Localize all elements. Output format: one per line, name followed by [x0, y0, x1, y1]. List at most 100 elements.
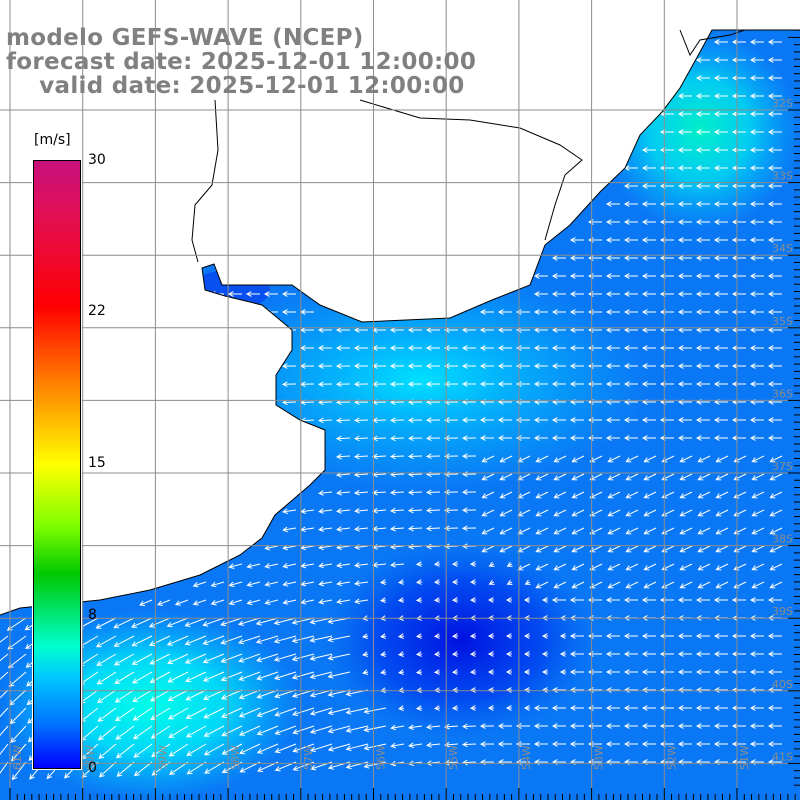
- wind-arrow: [569, 273, 584, 279]
- wind-arrow: [132, 689, 153, 703]
- wind-arrow: [751, 527, 765, 535]
- wind-arrow: [695, 651, 710, 657]
- wind-arrow: [228, 563, 243, 569]
- wind-arrow: [697, 473, 711, 481]
- wind-arrow: [623, 417, 638, 423]
- wind-arrow: [767, 435, 782, 441]
- wind-arrow: [425, 543, 441, 550]
- wind-arrow: [541, 687, 548, 693]
- wind-arrow: [168, 725, 189, 738]
- wind-arrow: [433, 651, 441, 657]
- wind-arrow: [533, 363, 548, 369]
- wind-arrow: [517, 455, 531, 463]
- wind-arrow: [713, 111, 728, 117]
- wind-arrow: [479, 435, 494, 441]
- wind-arrow: [533, 291, 548, 297]
- wind-arrow: [353, 489, 369, 496]
- wind-arrow: [291, 635, 315, 644]
- wind-arrow: [541, 597, 548, 603]
- wind-arrow: [336, 526, 351, 532]
- wind-arrow: [767, 237, 782, 243]
- wind-arrow: [767, 129, 782, 135]
- wind-arrow: [641, 183, 656, 189]
- wind-arrow: [415, 669, 423, 675]
- wind-arrow: [389, 489, 405, 496]
- wind-arrow: [461, 345, 476, 351]
- wind-arrow: [551, 417, 566, 423]
- wind-arrow: [607, 527, 621, 535]
- longitude-label: 59W: [156, 745, 169, 770]
- wind-arrow: [133, 725, 153, 740]
- wind-arrow: [132, 671, 153, 684]
- wind-arrow: [353, 327, 368, 333]
- wind-arrow: [767, 57, 782, 63]
- wind-arrow: [625, 581, 639, 589]
- wind-arrow: [95, 635, 117, 648]
- wind-arrow: [292, 725, 315, 735]
- wind-arrow: [479, 327, 494, 333]
- wind-arrow: [318, 490, 333, 496]
- wind-arrow: [274, 725, 297, 735]
- wind-arrow: [695, 219, 710, 225]
- wind-arrow: [533, 435, 548, 441]
- wind-arrow: [731, 201, 746, 207]
- wind-arrow: [749, 687, 764, 693]
- wind-arrow: [264, 599, 279, 605]
- wind-arrow: [769, 545, 783, 553]
- wind-arrow: [679, 581, 693, 589]
- border-lines: [191, 29, 746, 263]
- wind-arrow: [605, 435, 620, 441]
- wind-arrow: [623, 363, 638, 369]
- wind-arrow: [149, 635, 171, 647]
- wind-arrow: [264, 544, 279, 551]
- wind-arrow: [451, 669, 459, 675]
- wind-arrow: [168, 743, 189, 757]
- wind-arrow: [166, 617, 189, 628]
- wind-arrow: [731, 237, 746, 243]
- wind-arrow: [479, 723, 495, 729]
- wind-arrow: [605, 417, 620, 423]
- wind-arrow: [97, 725, 117, 741]
- wind-arrow: [256, 707, 279, 718]
- wind-arrow: [607, 455, 621, 463]
- wind-arrow: [749, 75, 764, 81]
- wind-arrow: [697, 509, 711, 517]
- wind-arrow: [733, 473, 747, 481]
- wind-arrow: [731, 255, 746, 261]
- wind-arrow: [769, 491, 783, 499]
- wind-arrow: [227, 291, 242, 297]
- wind-arrow: [433, 705, 441, 711]
- wind-arrow: [569, 363, 584, 369]
- wind-arrow: [677, 183, 692, 189]
- wind-arrow: [733, 509, 747, 517]
- wind-arrow: [677, 129, 692, 135]
- wind-arrow: [389, 345, 404, 351]
- wind-arrow: [641, 633, 656, 639]
- wind-arrow: [605, 597, 620, 603]
- wind-arrow: [390, 742, 405, 749]
- wind-arrow: [695, 741, 710, 747]
- wind-arrow: [499, 491, 513, 499]
- wind-arrow: [751, 491, 765, 499]
- wind-arrow: [156, 599, 171, 606]
- wind-arrow: [731, 363, 746, 369]
- wind-arrow: [533, 741, 548, 747]
- colorbar-tick: 8: [88, 607, 97, 623]
- wind-arrow: [769, 455, 783, 463]
- wind-arrow: [221, 725, 243, 737]
- wind-arrow: [713, 237, 728, 243]
- wind-arrow: [499, 527, 513, 535]
- wind-arrow: [569, 435, 584, 441]
- wind-arrow: [113, 635, 135, 647]
- wind-arrow: [697, 563, 711, 571]
- wind-arrow: [605, 237, 620, 243]
- wind-arrow: [499, 455, 513, 463]
- wind-arrow: [713, 327, 728, 333]
- wind-arrow: [425, 345, 440, 351]
- wind-arrow: [327, 635, 351, 643]
- wind-arrow: [281, 309, 296, 315]
- wind-arrow: [479, 309, 494, 315]
- wind-arrow: [767, 93, 782, 99]
- wind-arrow: [731, 219, 746, 225]
- wind-arrow: [318, 580, 333, 587]
